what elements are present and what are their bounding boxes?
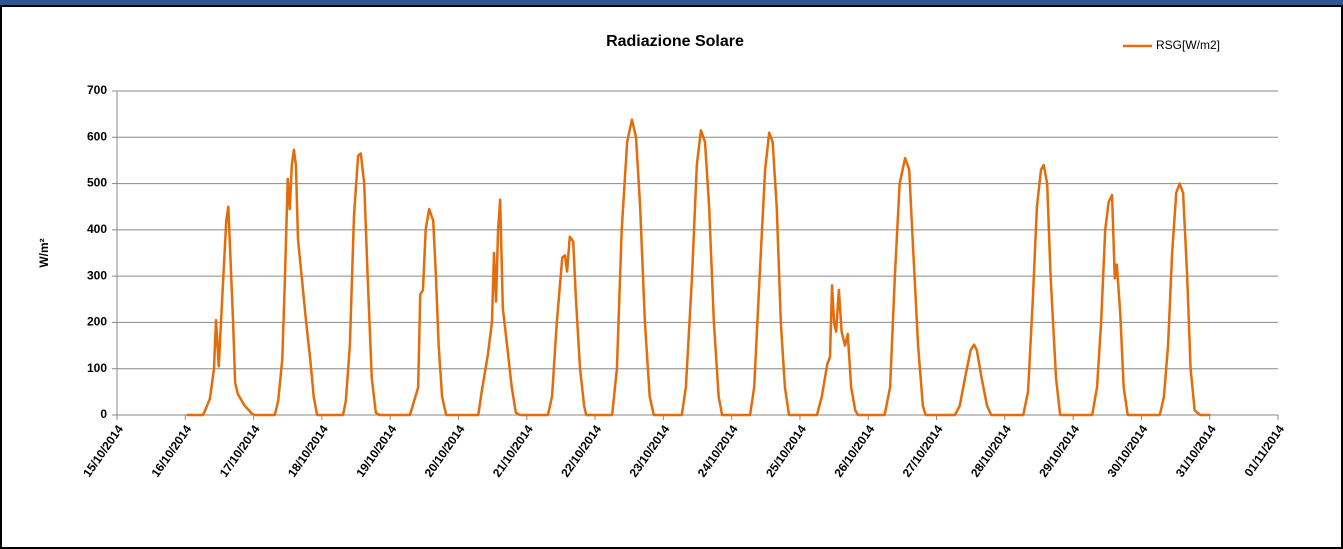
- y-tick-label: 300: [87, 268, 107, 282]
- y-tick-label: 100: [87, 361, 107, 375]
- y-tick-label: 400: [87, 222, 107, 236]
- top-strip: [0, 0, 1343, 6]
- y-axis-label: W/m²: [37, 238, 51, 267]
- legend-label: RSG[W/m2]: [1156, 38, 1220, 52]
- data-line: [186, 118, 1211, 417]
- y-tick-label: 200: [87, 315, 107, 329]
- y-tick-label: 700: [87, 83, 107, 97]
- y-tick-label: 600: [87, 129, 107, 143]
- y-tick-label: 0: [100, 407, 107, 421]
- y-tick-label: 500: [87, 176, 107, 190]
- chart-frame: [0, 5, 1343, 549]
- chart-title: Radiazione Solare: [606, 33, 744, 50]
